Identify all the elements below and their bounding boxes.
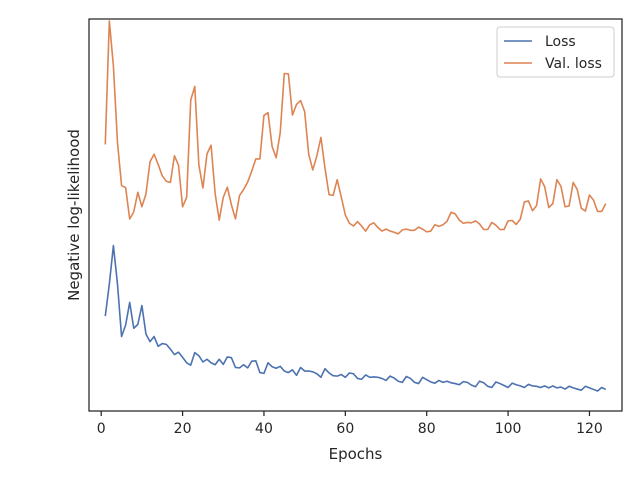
x-tick-label: 0 [97,421,106,437]
x-tick-label: 120 [576,421,603,437]
x-tick-label: 20 [174,421,192,437]
legend-box [496,26,615,78]
legend-label-loss: Loss [545,34,576,50]
y-axis-label: Negative log-likelihood [65,129,83,301]
x-axis-label: Epochs [329,445,383,463]
x-tick-label: 80 [418,421,436,437]
legend-label-val-loss: Val. loss [545,56,602,72]
series-line-val-loss [104,20,607,235]
plot-frame [88,18,623,412]
x-tick-label: 40 [255,421,273,437]
x-tick-label: 100 [495,421,522,437]
legend: Loss Val. loss [496,26,615,78]
x-axis: 0 20 40 60 80 100 120 [97,411,603,437]
series-line-loss [104,244,607,392]
x-tick-label: 60 [336,421,354,437]
series-layer [104,20,607,392]
